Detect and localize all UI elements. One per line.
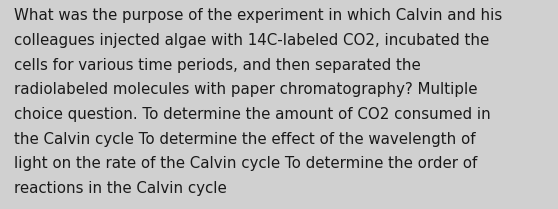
Text: cells for various time periods, and then separated the: cells for various time periods, and then…	[14, 58, 421, 73]
Text: colleagues injected algae with 14C-labeled CO2, incubated the: colleagues injected algae with 14C-label…	[14, 33, 489, 48]
Text: What was the purpose of the experiment in which Calvin and his: What was the purpose of the experiment i…	[14, 8, 502, 23]
Text: radiolabeled molecules with paper chromatography? Multiple: radiolabeled molecules with paper chroma…	[14, 82, 478, 97]
Text: light on the rate of the Calvin cycle To determine the order of: light on the rate of the Calvin cycle To…	[14, 156, 477, 171]
Text: reactions in the Calvin cycle: reactions in the Calvin cycle	[14, 181, 227, 196]
Text: the Calvin cycle To determine the effect of the wavelength of: the Calvin cycle To determine the effect…	[14, 132, 475, 147]
Text: choice question. To determine the amount of CO2 consumed in: choice question. To determine the amount…	[14, 107, 490, 122]
